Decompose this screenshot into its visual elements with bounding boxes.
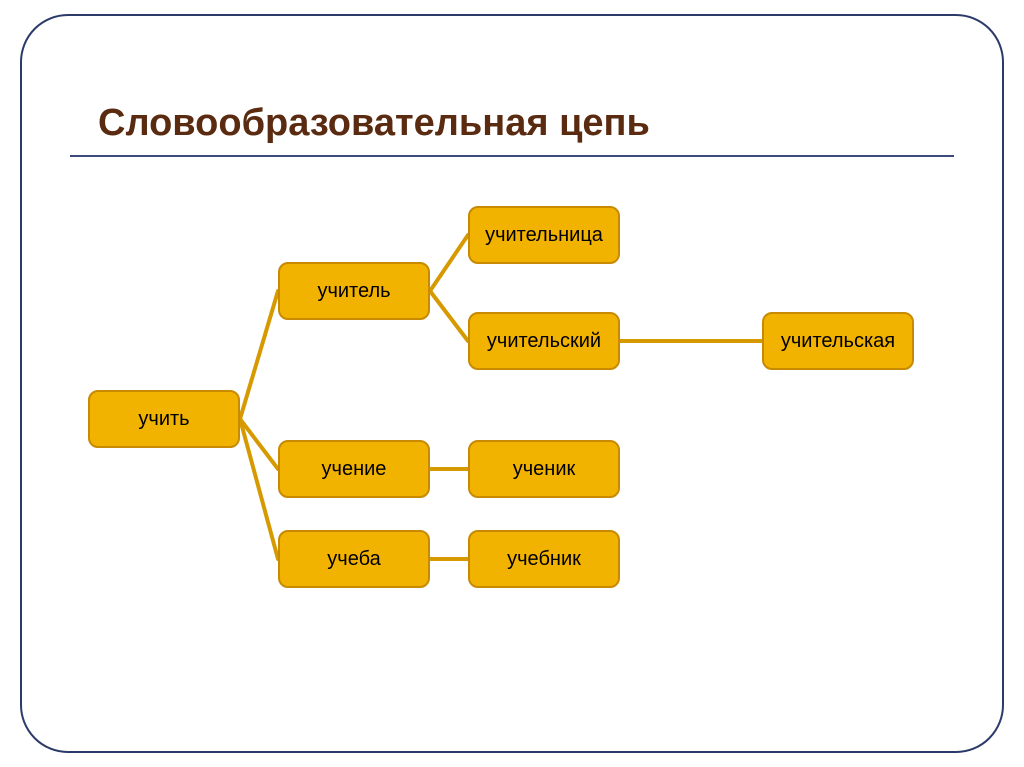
diagram-node-label: учить bbox=[138, 408, 189, 431]
diagram-node-label: учитель bbox=[317, 280, 390, 303]
diagram-node: учить bbox=[88, 390, 240, 448]
slide-title: Словообразовательная цепь bbox=[98, 102, 650, 145]
diagram-node-label: учеба bbox=[327, 548, 380, 571]
diagram-node-label: учебник bbox=[507, 548, 581, 571]
diagram-node: учительский bbox=[468, 312, 620, 370]
diagram-node: учительская bbox=[762, 312, 914, 370]
diagram-node: учебник bbox=[468, 530, 620, 588]
diagram-node: учеба bbox=[278, 530, 430, 588]
title-underline bbox=[70, 155, 954, 157]
diagram-node: ученик bbox=[468, 440, 620, 498]
diagram-node-label: учение bbox=[322, 458, 387, 481]
diagram-node: учительница bbox=[468, 206, 620, 264]
diagram-node-label: ученик bbox=[513, 458, 576, 481]
diagram-node-label: учительский bbox=[487, 330, 601, 353]
diagram-node: учитель bbox=[278, 262, 430, 320]
diagram-node-label: учительская bbox=[781, 330, 895, 353]
diagram-node: учение bbox=[278, 440, 430, 498]
diagram-node-label: учительница bbox=[485, 224, 603, 247]
